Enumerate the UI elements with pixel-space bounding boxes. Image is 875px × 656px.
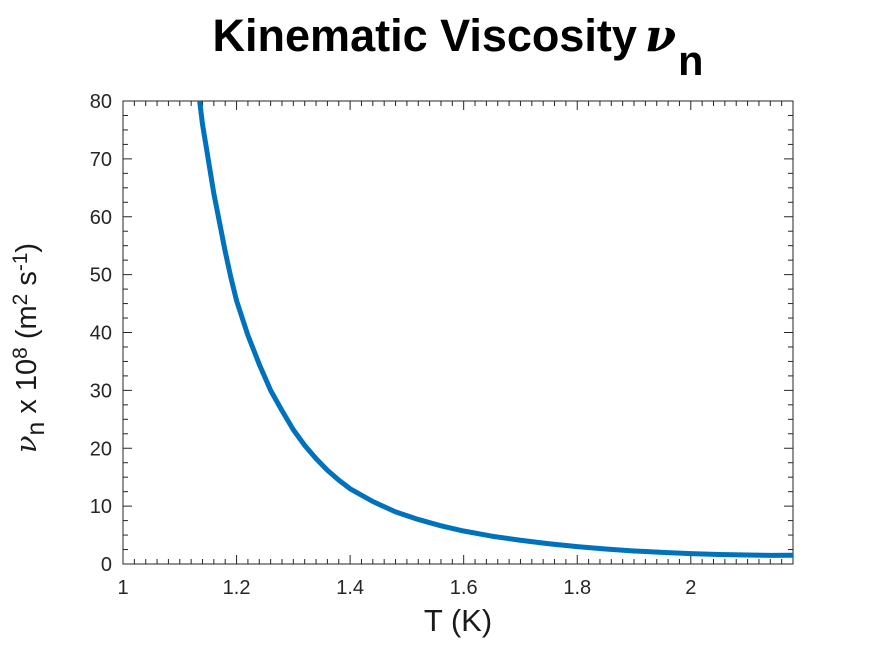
ylabel-times-ten: x 10 <box>11 358 43 422</box>
x-major-ticks <box>122 101 692 564</box>
y-axis-label: νn x 108 (m2 s-1) <box>8 158 50 538</box>
axes-box <box>122 100 794 565</box>
y-tick-labels: 0 10 20 30 40 50 60 70 80 <box>90 91 112 576</box>
y-tick-label: 10 <box>90 496 112 518</box>
y-minor-ticks <box>123 114 793 551</box>
ylabel-exponent-8: 8 <box>9 347 33 359</box>
y-major-ticks <box>123 100 793 565</box>
x-axis-label: T (K) <box>423 603 493 638</box>
ylabel-nu-symbol: ν <box>9 435 43 454</box>
x-tick-label: 2 <box>685 577 696 599</box>
viscosity-curve <box>197 101 793 558</box>
ylabel-units-s: s <box>11 271 43 294</box>
x-tick-label: 1.2 <box>223 577 251 599</box>
y-tick-label: 50 <box>90 265 112 287</box>
chart-title-text: Kinematic Viscosity <box>212 10 637 61</box>
ylabel-exponent-2: 2 <box>9 293 33 306</box>
ylabel-subscript-n: n <box>22 421 50 436</box>
y-tick-label: 40 <box>90 323 112 345</box>
chart-title: Kinematic Viscosity νn <box>123 10 793 82</box>
ylabel-units-m: (m <box>11 305 43 348</box>
x-tick-label: 1.6 <box>450 577 478 599</box>
x-tick-label: 1 <box>117 577 128 599</box>
ylabel-close-paren: ) <box>11 242 43 253</box>
x-tick-labels: 1 1.2 1.4 1.6 1.8 2 <box>117 577 696 599</box>
y-tick-label: 60 <box>90 207 112 229</box>
title-nu-symbol: ν <box>644 9 677 62</box>
y-tick-label: 0 <box>101 554 112 576</box>
x-tick-label: 1.8 <box>563 577 591 599</box>
y-tick-label: 30 <box>90 380 112 402</box>
x-minor-ticks <box>133 101 783 564</box>
y-tick-label: 80 <box>90 91 112 113</box>
x-tick-label: 1.4 <box>336 577 364 599</box>
title-subscript-n: n <box>678 38 704 84</box>
ylabel-exponent-neg1: -1 <box>9 252 33 272</box>
y-tick-label: 20 <box>90 438 112 460</box>
y-tick-label: 70 <box>90 149 112 171</box>
